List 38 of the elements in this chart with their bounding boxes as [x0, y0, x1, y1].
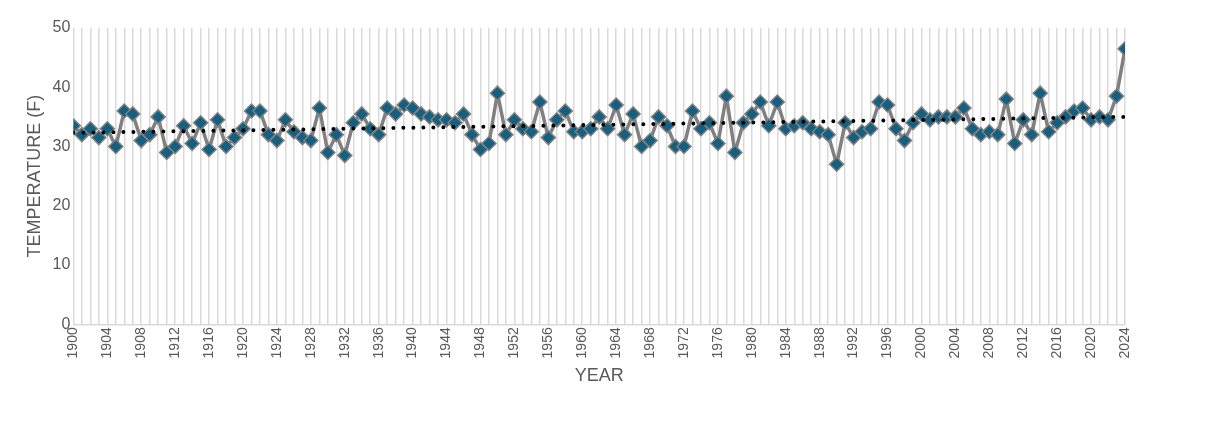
x-tick-label: 2008 — [980, 327, 997, 359]
x-tick-label: 2016 — [1048, 327, 1065, 359]
x-tick-label: 2004 — [946, 327, 963, 359]
x-tick-label: 1924 — [267, 327, 284, 359]
x-tick-label: 1956 — [539, 327, 556, 359]
x-tick-label: 1984 — [776, 327, 793, 359]
x-tick-label: 1928 — [301, 327, 318, 359]
x-tick-label: 2012 — [1014, 327, 1031, 359]
x-tick-label: 1964 — [607, 327, 624, 359]
x-tick-label: 1960 — [573, 327, 590, 359]
x-tick-label: 1932 — [335, 327, 352, 359]
x-tick-label: 1952 — [505, 327, 522, 359]
x-tick-label: 1912 — [166, 327, 183, 359]
x-tick-label: 1916 — [199, 327, 216, 359]
x-tick-label: 1940 — [403, 327, 420, 359]
x-tick-label: 1976 — [708, 327, 725, 359]
x-tick-label: 1988 — [810, 327, 827, 359]
y-axis-title: TEMPERATURE (F) — [23, 94, 44, 258]
x-tick-label: 2020 — [1081, 327, 1098, 359]
x-tick-label: 1904 — [98, 327, 115, 359]
x-tick-label: 1936 — [369, 327, 386, 359]
x-tick-label: 1948 — [471, 327, 488, 359]
y-tick-label: 50 — [52, 18, 71, 36]
x-tick-label: 2000 — [912, 327, 929, 359]
x-tick-label: 1908 — [132, 327, 149, 359]
y-tick-label: 30 — [52, 136, 71, 154]
x-tick-label: 1972 — [674, 327, 691, 359]
y-tick-label: 10 — [52, 255, 71, 273]
y-tick-label: 20 — [52, 196, 71, 214]
x-tick-label: 1920 — [233, 327, 250, 359]
x-tick-label: 1968 — [640, 327, 657, 359]
x-tick-label: 1980 — [742, 327, 759, 359]
x-tick-label: 2024 — [1115, 327, 1132, 359]
x-tick-label: 1944 — [437, 327, 454, 359]
x-tick-label: 1996 — [878, 327, 895, 359]
y-tick-label: 40 — [52, 77, 71, 95]
x-axis-title: YEAR — [574, 365, 624, 386]
x-tick-label: 1992 — [844, 327, 861, 359]
